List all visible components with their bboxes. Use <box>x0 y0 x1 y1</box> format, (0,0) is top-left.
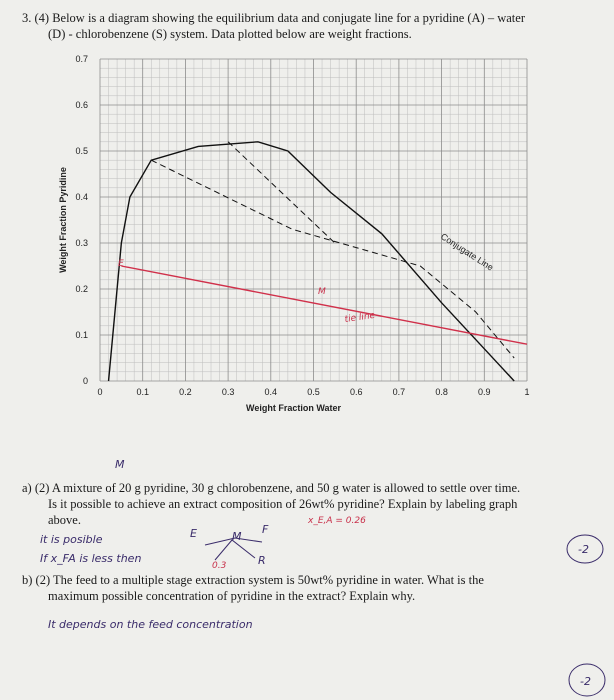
x-tick-label: 0.6 <box>350 387 363 397</box>
y-tick-label: 0 <box>83 376 88 386</box>
part-line: maximum possible concentration of pyridi… <box>48 589 415 603</box>
handwritten-note: -2 <box>578 543 589 556</box>
handwritten-note: It depends on the feed concentration <box>48 618 253 631</box>
part-line: above. <box>48 513 81 527</box>
series-line <box>151 159 515 359</box>
annotation: tie line <box>344 311 376 325</box>
sketch-line <box>204 537 263 546</box>
question-line: 3. (4) Below is a diagram showing the eq… <box>22 11 526 25</box>
annotation: M <box>318 287 326 297</box>
y-tick-label: 0.2 <box>75 284 88 294</box>
question-line: (D) - chlorobenzene (S) system. Data plo… <box>48 27 412 41</box>
handwritten-note: x_E,A = 0.26 <box>307 516 366 526</box>
x-tick-label: 0 <box>97 387 102 397</box>
y-axis-label: Weight Fraction Pyridine <box>58 167 68 273</box>
x-tick-label: 0.4 <box>265 387 278 397</box>
x-tick-label: 0.1 <box>136 387 149 397</box>
y-tick-label: 0.6 <box>75 100 88 110</box>
x-tick-label: 0.8 <box>435 387 448 397</box>
handwritten-note: E <box>190 527 197 540</box>
x-tick-label: 0.5 <box>307 387 320 397</box>
series-line <box>227 141 336 244</box>
y-tick-label: 0.1 <box>75 330 88 340</box>
part-line: b) (2) The feed to a multiple stage extr… <box>22 573 484 587</box>
y-tick-label: 0.4 <box>75 192 88 202</box>
y-tick-label: 0.5 <box>75 146 88 156</box>
handwriting: Mx_E,A = 0.26 it is posible E M F If x_FA is … <box>40 458 591 688</box>
sketch-line <box>214 539 256 561</box>
handwritten-note: M <box>115 458 125 471</box>
series-line <box>107 141 515 382</box>
handwritten-note: 0.3 <box>212 561 227 571</box>
handwritten-note: If x_FA is less then <box>40 552 141 565</box>
score-circle <box>566 534 604 564</box>
part-line: a) (2) A mixture of 20 g pyridine, 30 g … <box>22 481 520 495</box>
part-line: Is it possible to achieve an extract com… <box>48 497 518 511</box>
handwritten-note: M <box>232 530 242 543</box>
x-tick-label: 0.9 <box>478 387 491 397</box>
handwritten-note: it is posible <box>40 533 103 546</box>
series-line <box>121 265 528 345</box>
annotation: E <box>118 259 124 269</box>
x-tick-label: 0.7 <box>393 387 406 397</box>
y-tick-label: 0.7 <box>75 54 88 64</box>
x-axis-label: Weight Fraction Water <box>246 403 342 413</box>
score-circle <box>568 663 606 697</box>
handwritten-note: R <box>258 554 266 567</box>
handwritten-note: -2 <box>580 675 591 688</box>
y-tick-label: 0.3 <box>75 238 88 248</box>
sketch <box>204 534 606 697</box>
x-tick-label: 0.3 <box>222 387 235 397</box>
x-tick-label: 0.2 <box>179 387 192 397</box>
handwritten-note: F <box>262 523 269 536</box>
x-tick-label: 1 <box>524 387 529 397</box>
